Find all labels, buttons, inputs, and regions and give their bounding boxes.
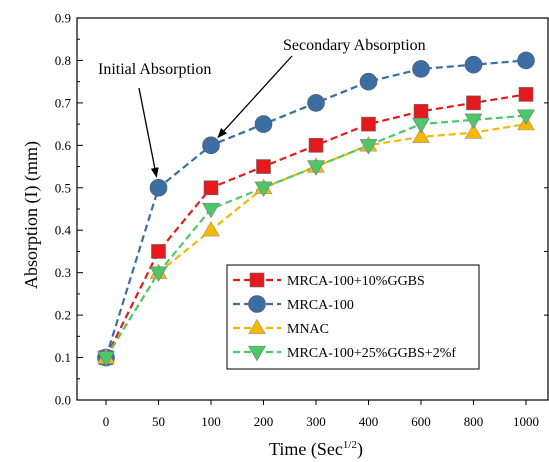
series-mrca-100-25-ggbs-2-f	[105, 114, 527, 359]
data-point	[464, 55, 483, 74]
legend: MRCA-100+10%GGBS MRCA-100 MNAC MRCA-100+25%…	[226, 264, 480, 370]
data-point	[307, 94, 325, 112]
y-tick-label: 0.2	[55, 308, 71, 323]
data-point	[359, 139, 378, 155]
data-point	[202, 220, 220, 237]
data-point	[307, 160, 325, 176]
x-tick-label: 400	[359, 414, 379, 429]
data-point	[149, 178, 168, 197]
x-tick-label: 0	[103, 414, 110, 429]
data-point	[254, 115, 273, 133]
x-tick-label: 800	[464, 414, 484, 429]
y-tick-label: 0.4	[55, 223, 72, 238]
annotation-layer: Initial Absorption Secondary Absorption	[98, 37, 426, 178]
y-axis: 0.0 0.1 0.2 0.3 0.4 0.5 0.6 0.7 0.8 0.9	[55, 11, 548, 408]
data-point	[151, 244, 166, 259]
legend-label: MRCA-100	[287, 298, 354, 313]
x-axis-title: Time (Sec1/2)	[269, 439, 363, 460]
data-point	[464, 113, 483, 130]
legend-label: MNAC	[287, 322, 329, 337]
data-point	[308, 138, 324, 153]
data-point	[464, 123, 483, 139]
x-tick-label: 600	[411, 414, 431, 429]
x-tick-label: 100	[201, 414, 221, 429]
series-markers	[98, 87, 534, 365]
data-point	[517, 109, 535, 125]
legend-marker	[248, 318, 266, 335]
x-tick-label: 300	[306, 414, 326, 429]
y-tick-label: 0.7	[55, 95, 72, 110]
x-axis: 0 50 100 200 300 400 600 800 1000	[103, 400, 539, 429]
y-tick-label: 0.8	[55, 53, 71, 68]
data-point	[412, 117, 430, 134]
y-tick-label: 0.0	[55, 393, 71, 408]
x-tick-label: 200	[254, 414, 274, 429]
data-point	[202, 136, 220, 155]
legend-entry: MRCA-100	[233, 295, 354, 313]
data-point	[97, 351, 115, 367]
data-point	[254, 181, 273, 198]
legend-entry: MRCA-100+10%GGBS	[233, 272, 425, 289]
y-tick-label: 0.3	[55, 265, 71, 280]
series-markers	[97, 51, 535, 367]
series-markers	[97, 109, 535, 367]
x-axis-title-end: )	[357, 439, 363, 460]
series-layer	[97, 51, 535, 367]
legend-marker	[249, 272, 265, 288]
annotation-arrow	[138, 87, 159, 178]
data-point	[412, 127, 430, 144]
data-point	[359, 72, 378, 91]
data-point	[518, 87, 534, 102]
x-tick-label: 1000	[513, 414, 539, 429]
y-tick-label: 0.6	[55, 138, 72, 153]
annotation-label: Initial Absorption	[98, 61, 211, 78]
data-point	[149, 266, 168, 282]
data-point	[202, 202, 220, 219]
legend-entry: MRCA-100+25%GGBS+2%f	[233, 345, 456, 362]
y-axis-title: Absorption (I) (mm)	[21, 141, 42, 289]
data-point	[413, 104, 429, 119]
y-tick-label: 0.5	[55, 180, 71, 195]
data-point	[203, 180, 219, 196]
x-tick-label: 50	[152, 414, 165, 429]
data-point	[412, 60, 430, 78]
x-axis-title-sup: 1/2	[343, 439, 357, 451]
y-tick-label: 0.1	[55, 350, 71, 365]
legend-label: MRCA-100+25%GGBS+2%f	[287, 346, 456, 361]
series-line	[105, 114, 527, 359]
x-axis-title-main: Time (Sec	[269, 439, 343, 460]
data-point	[517, 51, 535, 70]
annotation-label: Secondary Absorption	[283, 37, 426, 54]
data-point	[466, 95, 481, 111]
legend-marker	[248, 295, 266, 313]
legend-entry: MNAC	[233, 318, 329, 337]
data-point	[361, 116, 376, 132]
legend-label: MRCA-100+10%GGBS	[287, 274, 425, 289]
data-point	[256, 159, 271, 174]
y-tick-label: 0.9	[55, 11, 71, 26]
annotation-arrow	[217, 55, 293, 139]
legend-marker	[248, 345, 266, 362]
